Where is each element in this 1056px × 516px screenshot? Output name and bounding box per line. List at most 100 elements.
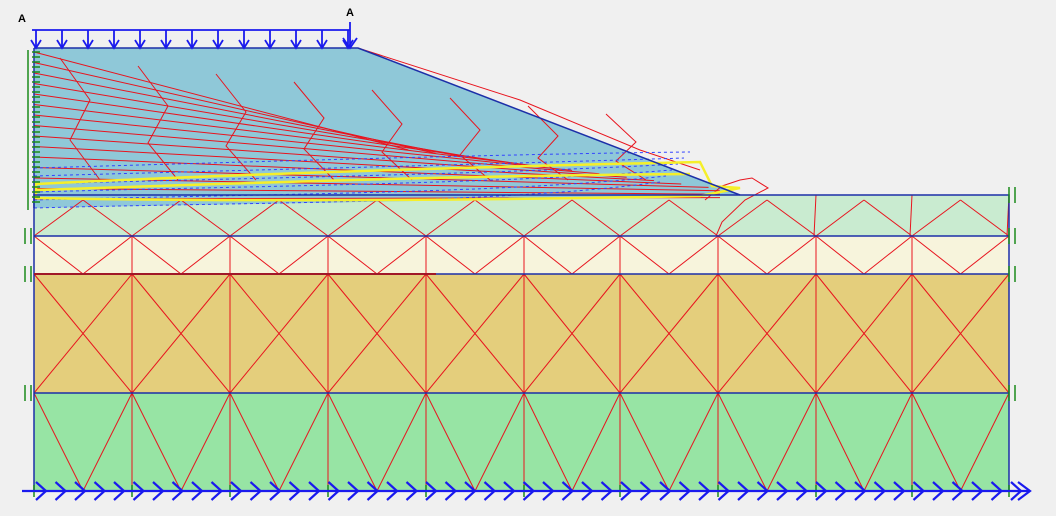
deformation-line: [33, 163, 679, 185]
mesh-edge: [82, 199, 133, 237]
right-arrow-icon: [347, 481, 360, 501]
right-arrow-icon: [483, 481, 497, 501]
right-arrow-icon: [581, 481, 594, 501]
mesh-edge: [911, 392, 961, 492]
mesh-edge: [523, 392, 573, 492]
deformation-line: [33, 151, 691, 169]
right-arrow-icon: [893, 481, 906, 501]
mesh-edge: [327, 199, 378, 237]
mesh-edge: [571, 392, 621, 492]
mesh-edge: [863, 392, 913, 492]
mesh-edge: [376, 235, 427, 275]
right-arrow-icon: [932, 481, 945, 501]
distributed-load[interactable]: [30, 22, 358, 50]
mesh-edge: [215, 73, 257, 181]
soil-layer-clay[interactable]: [34, 274, 1009, 393]
down-arrow-icon: [82, 39, 94, 50]
mesh-edge: [229, 199, 280, 237]
mesh-edge: [229, 273, 329, 394]
mesh-edge: [911, 235, 961, 275]
mesh-edge: [527, 105, 569, 181]
mesh-edge: [571, 199, 621, 237]
right-arrow-icon: [776, 481, 789, 501]
mesh-edge: [813, 194, 817, 237]
mesh-edge: [278, 392, 329, 492]
mesh-edge: [911, 199, 961, 237]
mesh-edge: [327, 392, 378, 492]
mesh-edge: [960, 392, 1010, 492]
right-arrow-icon: [74, 481, 87, 501]
right-arrow-icon: [717, 481, 731, 501]
right-arrow-icon: [54, 481, 68, 501]
right-arrow-icon: [93, 481, 107, 501]
mesh-edge: [766, 392, 817, 492]
mesh-edge: [33, 93, 518, 165]
down-arrow-icon: [56, 39, 68, 50]
soil-layer-sand[interactable]: [34, 236, 1009, 274]
right-arrow-icon: [386, 481, 399, 501]
slip-zone-outline: [34, 160, 741, 202]
mesh-edge: [131, 273, 231, 394]
mesh-edge: [278, 199, 329, 237]
mesh-edge: [766, 199, 817, 237]
mesh-edge: [33, 199, 84, 237]
down-arrow-icon: [30, 39, 42, 50]
down-arrow-icon: [108, 39, 120, 50]
right-arrow-icon: [639, 481, 653, 501]
right-arrow-icon: [912, 481, 926, 501]
down-arrow-icon: [264, 39, 276, 50]
right-arrow-icon: [659, 481, 672, 501]
right-arrow-icon: [815, 481, 828, 501]
right-arrow-icon: [854, 481, 867, 501]
right-arrow-icon: [171, 481, 185, 501]
right-arrow-icon: [249, 481, 263, 501]
finite-element-mesh: [33, 47, 1010, 492]
mesh-edge: [717, 392, 768, 492]
embankment[interactable]: [34, 48, 740, 208]
mesh-edge: [180, 235, 231, 275]
right-arrow-icon: [464, 481, 477, 501]
mesh-edge: [357, 47, 701, 171]
mesh-edge: [425, 199, 476, 237]
mesh-edge: [33, 392, 84, 492]
right-arrow-icon: [230, 481, 243, 501]
right-arrow-icon: [971, 481, 984, 501]
right-arrow-icon: [113, 481, 126, 501]
mesh-edge: [474, 199, 525, 237]
mesh-edge: [376, 392, 427, 492]
right-arrow-icon: [620, 481, 633, 501]
mesh-edge: [815, 392, 865, 492]
mesh-edge: [131, 235, 182, 275]
right-arrow-icon: [444, 481, 458, 501]
right-arrow-icon: [542, 481, 555, 501]
right-arrow-icon: [873, 481, 887, 501]
mesh-edge: [82, 235, 133, 275]
mesh-edge: [376, 199, 427, 237]
right-arrow-icon: [795, 481, 809, 501]
right-arrow-icon: [288, 481, 302, 501]
load-label-start: A: [18, 13, 26, 25]
right-arrow-icon: [698, 481, 711, 501]
right-arrow-icon: [737, 481, 750, 501]
mesh-edge: [717, 273, 817, 394]
base-fixity-arrows: [22, 481, 1032, 501]
right-arrow-icon: [678, 481, 692, 501]
right-arrow-icon: [1017, 481, 1032, 501]
mesh-edge: [523, 199, 573, 237]
mesh-edge: [523, 235, 573, 275]
mesh-edge: [863, 235, 913, 275]
mesh-edge: [474, 392, 525, 492]
mesh-edge: [59, 57, 101, 181]
right-arrow-icon: [990, 481, 1004, 501]
mesh-edge: [619, 235, 670, 275]
mesh-edge: [911, 273, 1010, 394]
mesh-edge: [571, 235, 621, 275]
mesh-edge: [523, 273, 621, 394]
mesh-edge: [180, 392, 231, 492]
mesh-edge: [668, 392, 719, 492]
soil-layer-bottom[interactable]: [34, 393, 1009, 491]
down-arrow-icon: [316, 39, 328, 50]
down-arrow-icon: [212, 39, 224, 50]
right-arrow-icon: [503, 481, 516, 501]
